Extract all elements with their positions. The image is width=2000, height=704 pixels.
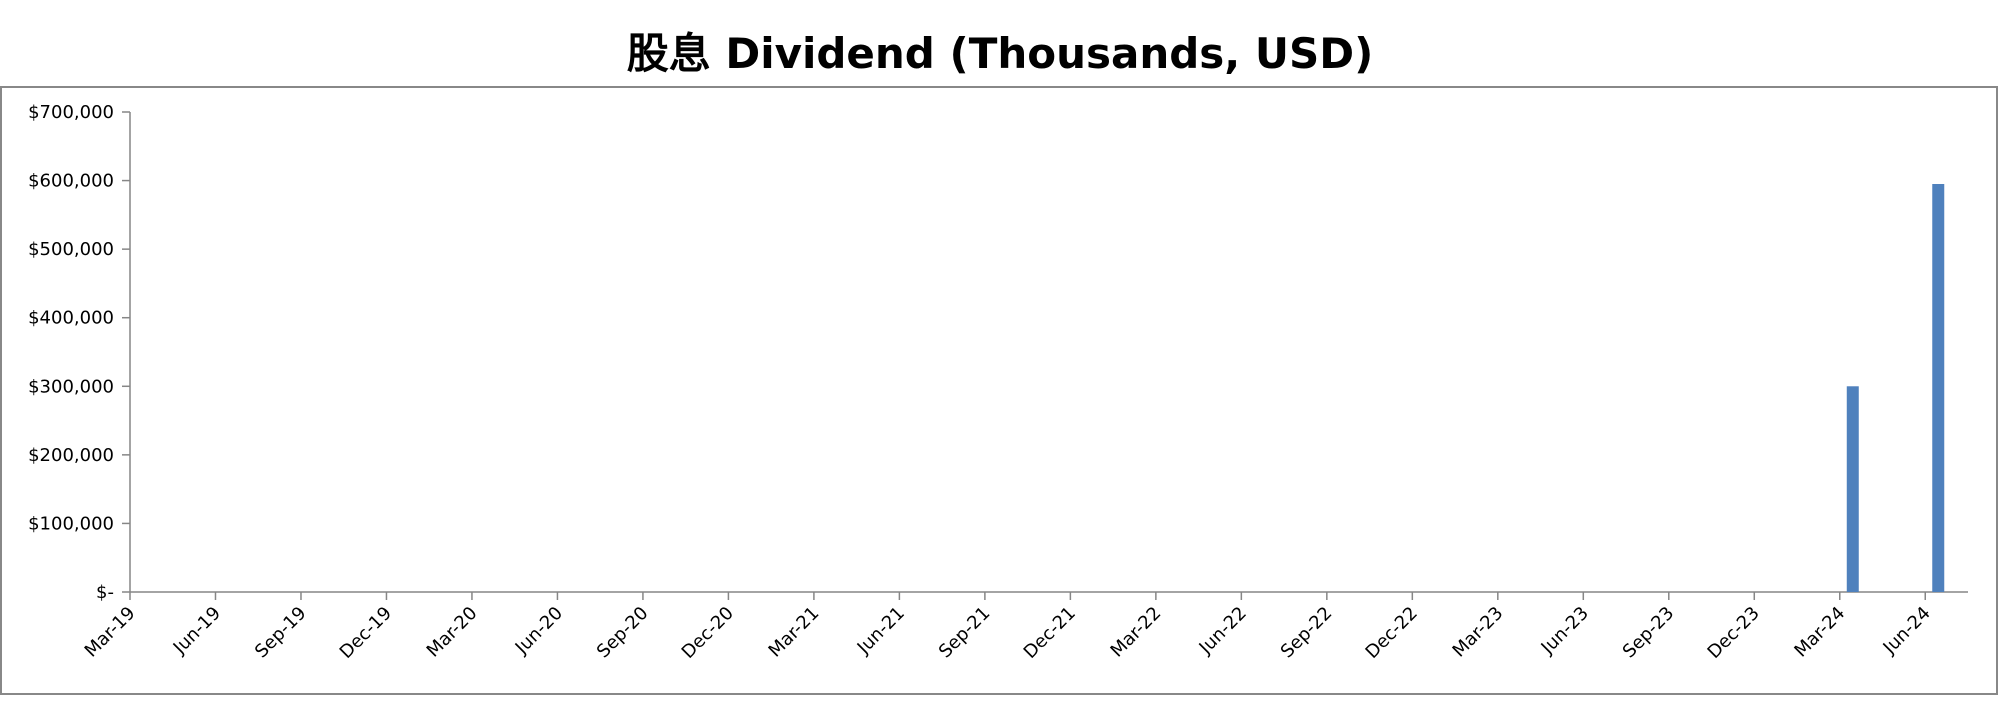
bars bbox=[1846, 184, 1945, 592]
x-tick-label: Mar-19 bbox=[81, 603, 140, 662]
x-tick-label: Sep-21 bbox=[935, 603, 995, 663]
y-tick-label: $100,000 bbox=[28, 513, 114, 534]
x-tick-label: Dec-21 bbox=[1020, 603, 1080, 663]
x-tick-label: Sep-20 bbox=[593, 603, 653, 663]
x-tick-label: Jun-22 bbox=[1195, 603, 1251, 659]
y-tick-label: $700,000 bbox=[28, 102, 114, 123]
y-tick-label: $500,000 bbox=[28, 239, 114, 260]
x-tick-label: Dec-22 bbox=[1362, 603, 1422, 663]
x-tick-label: Mar-20 bbox=[423, 603, 482, 662]
x-tick-label: Mar-22 bbox=[1107, 603, 1166, 662]
chart-title: 股息 Dividend (Thousands, USD) bbox=[626, 29, 1374, 78]
x-tick-label: Jun-23 bbox=[1537, 603, 1593, 659]
x-tick-label: Dec-20 bbox=[678, 603, 738, 663]
x-tick-label: Dec-19 bbox=[336, 603, 396, 663]
axes bbox=[122, 111, 1968, 600]
tick-labels: $- $100,000 $200,000 $300,000 $400,000 $500,0… bbox=[28, 102, 1935, 663]
x-tick-label: Sep-22 bbox=[1277, 603, 1337, 663]
y-tick-label: $- bbox=[96, 582, 114, 603]
x-tick-label: Jun-24 bbox=[1879, 603, 1935, 659]
y-tick-label: $200,000 bbox=[28, 445, 114, 466]
x-tick-label: Sep-23 bbox=[1619, 603, 1679, 663]
bar-Mar-24 bbox=[1846, 386, 1859, 592]
x-tick-label: Jun-19 bbox=[169, 603, 225, 659]
x-tick-label: Mar-24 bbox=[1790, 603, 1849, 662]
dividend-bar-chart: $- $100,000 $200,000 $300,000 $400,000 $500,0… bbox=[0, 86, 1998, 695]
y-tick-label: $400,000 bbox=[28, 308, 114, 329]
bar-Jun-24 bbox=[1932, 184, 1945, 592]
plot-border bbox=[0, 86, 1998, 695]
x-tick-label: Sep-19 bbox=[251, 603, 311, 663]
y-tick-label: $600,000 bbox=[28, 171, 114, 192]
x-tick-label: Mar-21 bbox=[765, 603, 824, 662]
y-tick-label: $300,000 bbox=[28, 376, 114, 397]
x-tick-label: Jun-21 bbox=[853, 603, 909, 659]
x-tick-label: Mar-23 bbox=[1449, 603, 1508, 662]
x-tick-label: Jun-20 bbox=[511, 603, 567, 659]
x-tick-label: Dec-23 bbox=[1704, 603, 1764, 663]
